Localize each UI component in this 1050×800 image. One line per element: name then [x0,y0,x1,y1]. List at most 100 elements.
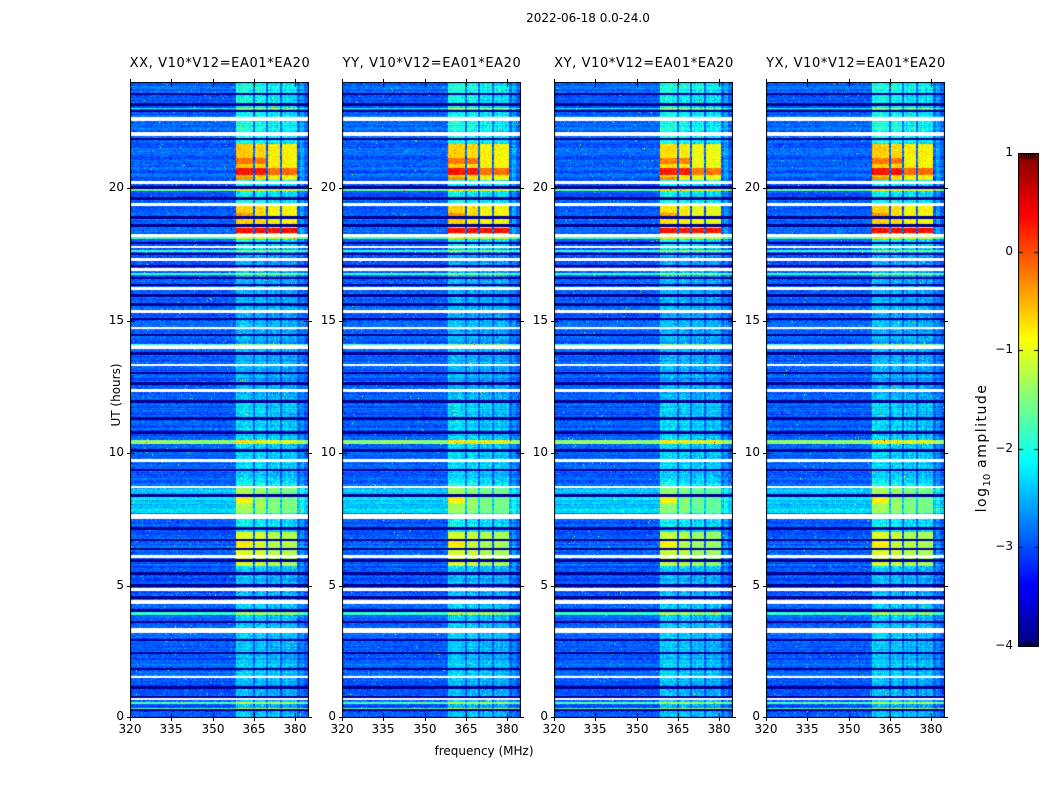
y-tick-mark [733,586,736,587]
y-tick-label: 20 [532,180,548,194]
y-tick-mark [763,321,766,322]
y-tick-mark [339,453,342,454]
x-tick-mark [766,79,767,82]
y-tick-label: 15 [532,313,548,327]
x-tick-label: 380 [283,722,307,736]
x-tick-mark [637,79,638,82]
y-tick-mark [551,321,554,322]
x-tick-mark [807,718,808,721]
x-tick-mark [383,79,384,82]
y-tick-label: 0 [328,709,336,723]
colorbar-tick-label: 0 [1005,244,1013,258]
x-tick-label: 365 [878,722,902,736]
x-tick-mark [466,79,467,82]
x-tick-mark [466,718,467,721]
x-tick-mark [213,79,214,82]
x-tick-mark [213,718,214,721]
y-tick-mark [945,188,948,189]
x-tick-label: 320 [754,722,778,736]
x-tick-label: 335 [795,722,819,736]
y-tick-label: 0 [540,709,548,723]
y-tick-mark [945,321,948,322]
x-tick-mark [807,79,808,82]
x-tick-label: 380 [919,722,943,736]
y-tick-label: 0 [116,709,124,723]
y-tick-mark [339,586,342,587]
y-tick-mark [763,188,766,189]
y-tick-label: 15 [108,313,124,327]
y-tick-label: 5 [540,578,548,592]
y-tick-mark [763,717,766,718]
panel-title-yx: YX, V10*V12=EA01*EA20 [766,56,946,71]
y-tick-mark [551,188,554,189]
x-tick-label: 380 [495,722,519,736]
x-tick-mark [637,718,638,721]
y-tick-mark [339,188,342,189]
y-tick-mark [339,321,342,322]
x-tick-label: 350 [837,722,861,736]
x-tick-mark [890,79,891,82]
spectrogram-panel-xx [130,82,309,718]
x-tick-label: 335 [583,722,607,736]
x-tick-mark [507,718,508,721]
x-tick-mark [931,79,932,82]
x-tick-label: 365 [242,722,266,736]
y-tick-mark [763,453,766,454]
y-tick-mark [127,586,130,587]
x-tick-mark [383,718,384,721]
x-tick-mark [342,718,343,721]
x-tick-label: 350 [201,722,225,736]
x-tick-mark [766,718,767,721]
spectrogram-panel-yx [766,82,945,718]
y-tick-label: 0 [752,709,760,723]
x-tick-mark [931,718,932,721]
x-tick-mark [849,718,850,721]
x-tick-label: 335 [371,722,395,736]
y-tick-mark [127,321,130,322]
y-tick-mark [521,717,524,718]
y-tick-mark [551,717,554,718]
x-tick-label: 350 [413,722,437,736]
y-tick-mark [763,586,766,587]
colorbar-tick-label: −2 [995,441,1013,455]
y-tick-mark [127,453,130,454]
panel-title-xy: XY, V10*V12=EA01*EA20 [554,56,734,71]
x-tick-mark [554,718,555,721]
x-tick-mark [719,718,720,721]
y-tick-label: 10 [532,445,548,459]
x-tick-mark [678,718,679,721]
x-tick-label: 365 [666,722,690,736]
y-tick-mark [309,188,312,189]
y-tick-label: 10 [744,445,760,459]
y-tick-mark [309,717,312,718]
x-axis-label: frequency (MHz) [434,744,534,758]
y-tick-label: 20 [744,180,760,194]
x-tick-label: 320 [330,722,354,736]
x-tick-mark [719,79,720,82]
x-tick-label: 335 [159,722,183,736]
x-tick-mark [595,718,596,721]
y-tick-mark [309,586,312,587]
y-tick-mark [945,717,948,718]
y-tick-mark [521,321,524,322]
y-tick-mark [733,188,736,189]
y-tick-mark [551,586,554,587]
x-tick-mark [595,79,596,82]
y-tick-mark [309,453,312,454]
x-tick-mark [425,718,426,721]
spectrogram-panel-yy [342,82,521,718]
colorbar-tick-label: −4 [995,638,1013,652]
x-tick-mark [171,79,172,82]
y-tick-mark [733,717,736,718]
y-tick-label: 20 [108,180,124,194]
y-tick-mark [733,453,736,454]
colorbar-tick-label: 1 [1005,145,1013,159]
x-tick-mark [130,718,131,721]
x-tick-label: 320 [542,722,566,736]
y-tick-mark [339,717,342,718]
y-tick-label: 20 [320,180,336,194]
x-tick-label: 365 [454,722,478,736]
x-tick-mark [507,79,508,82]
x-tick-mark [254,79,255,82]
